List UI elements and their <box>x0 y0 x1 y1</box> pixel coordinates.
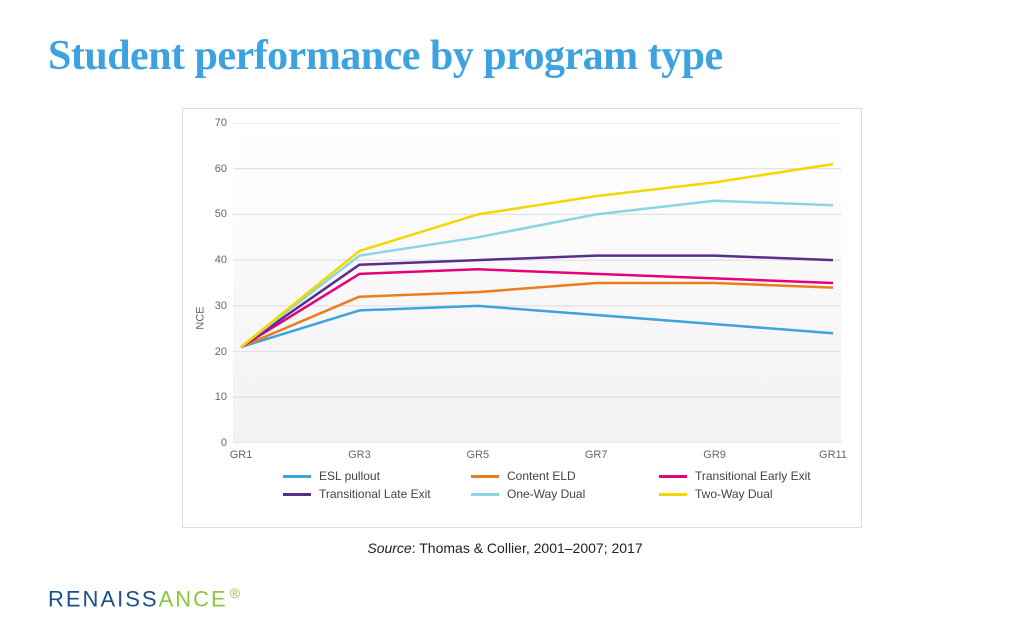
logo-mark: ® <box>230 585 242 601</box>
plot-area <box>233 123 841 443</box>
legend-swatch <box>471 475 499 478</box>
source-text: : Thomas & Collier, 2001–2007; 2017 <box>412 540 643 556</box>
legend-label: Content ELD <box>507 469 576 483</box>
x-tick: GR7 <box>585 449 608 461</box>
y-tick: 10 <box>215 391 227 403</box>
legend-swatch <box>283 493 311 496</box>
y-tick: 20 <box>215 346 227 358</box>
y-tick: 70 <box>215 117 227 129</box>
legend-label: ESL pullout <box>319 469 380 483</box>
x-ticks: GR1GR3GR5GR7GR9GR11 <box>233 449 841 467</box>
y-tick: 40 <box>215 254 227 266</box>
legend-item: Transitional Late Exit <box>283 487 443 501</box>
logo-part1: RENAISS <box>48 586 159 611</box>
legend-swatch <box>659 493 687 496</box>
legend-item: Content ELD <box>471 469 631 483</box>
x-tick: GR1 <box>230 449 253 461</box>
legend-swatch <box>471 493 499 496</box>
legend: ESL pullout Content ELD Transitional Early… <box>233 469 841 505</box>
brand-logo: RENAISSANCE® <box>48 585 242 612</box>
x-tick: GR9 <box>703 449 726 461</box>
legend-label: Transitional Late Exit <box>319 487 431 501</box>
y-tick: 0 <box>221 437 227 449</box>
x-tick: GR5 <box>466 449 489 461</box>
legend-swatch <box>283 475 311 478</box>
source-line: Source: Thomas & Collier, 2001–2007; 201… <box>0 540 1010 556</box>
y-tick: 50 <box>215 208 227 220</box>
y-tick: 30 <box>215 300 227 312</box>
chart-svg <box>233 123 841 443</box>
y-ticks: 010203040506070 <box>183 123 233 443</box>
y-tick: 60 <box>215 163 227 175</box>
legend-item: Two-Way Dual <box>659 487 819 501</box>
source-label: Source <box>367 540 411 556</box>
legend-swatch <box>659 475 687 478</box>
page-title: Student performance by program type <box>48 32 723 80</box>
logo-part2: ANCE <box>159 586 228 611</box>
legend-item: One-Way Dual <box>471 487 631 501</box>
x-tick: GR11 <box>819 449 847 461</box>
chart-frame: NCE 010203040506070 GR1GR3GR5GR7GR9GR11 … <box>182 108 862 528</box>
x-tick: GR3 <box>348 449 371 461</box>
legend-item: Transitional Early Exit <box>659 469 819 483</box>
legend-label: One-Way Dual <box>507 487 585 501</box>
legend-item: ESL pullout <box>283 469 443 483</box>
legend-label: Transitional Early Exit <box>695 469 811 483</box>
legend-label: Two-Way Dual <box>695 487 773 501</box>
